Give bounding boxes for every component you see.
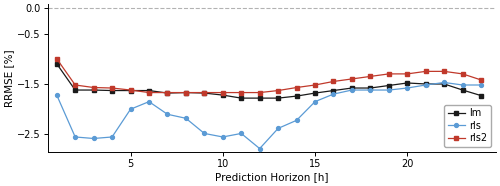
rls2: [349, 78, 355, 80]
lm: [368, 87, 374, 89]
rls2: [146, 92, 152, 94]
rls: [478, 84, 484, 86]
lm: [256, 97, 262, 99]
lm: [220, 94, 226, 96]
rls2: [368, 75, 374, 78]
rls2: [128, 89, 134, 91]
rls2: [460, 73, 466, 75]
rls: [164, 113, 170, 115]
lm: [90, 89, 96, 91]
rls: [146, 100, 152, 103]
lm: [202, 92, 207, 94]
rls: [330, 93, 336, 95]
rls: [202, 132, 207, 134]
rls: [128, 108, 134, 110]
lm: [294, 95, 300, 97]
rls2: [54, 58, 60, 60]
lm: [404, 82, 410, 84]
rls: [90, 137, 96, 140]
rls2: [478, 79, 484, 81]
lm: [312, 92, 318, 94]
lm: [460, 89, 466, 91]
rls2: [330, 80, 336, 83]
lm: [183, 92, 189, 94]
rls2: [202, 92, 207, 94]
rls: [386, 89, 392, 91]
lm: [275, 97, 281, 99]
rls: [294, 119, 300, 121]
lm: [128, 89, 134, 92]
Y-axis label: RRMSE [%]: RRMSE [%]: [4, 49, 14, 107]
rls: [238, 132, 244, 134]
rls2: [386, 73, 392, 75]
rls2: [275, 89, 281, 92]
rls: [312, 100, 318, 103]
rls: [220, 136, 226, 138]
lm: [238, 97, 244, 99]
rls: [275, 127, 281, 129]
lm: [54, 63, 60, 65]
rls2: [72, 84, 78, 86]
Line: lm: lm: [55, 62, 483, 100]
rls: [109, 136, 115, 138]
rls2: [256, 92, 262, 94]
X-axis label: Prediction Horizon [h]: Prediction Horizon [h]: [215, 172, 328, 182]
Legend: lm, rls, rls2: lm, rls, rls2: [444, 105, 491, 147]
lm: [478, 94, 484, 97]
rls: [54, 94, 60, 96]
rls2: [109, 87, 115, 89]
lm: [164, 92, 170, 94]
rls: [72, 136, 78, 138]
rls2: [238, 92, 244, 94]
Line: rls: rls: [55, 81, 483, 150]
rls: [460, 84, 466, 86]
rls2: [90, 86, 96, 89]
rls: [349, 89, 355, 91]
lm: [422, 83, 428, 85]
rls2: [294, 86, 300, 89]
Line: rls2: rls2: [55, 57, 483, 94]
lm: [146, 89, 152, 92]
lm: [72, 89, 78, 91]
rls2: [220, 92, 226, 94]
rls: [368, 89, 374, 91]
rls: [441, 81, 447, 84]
lm: [109, 89, 115, 92]
lm: [441, 83, 447, 85]
rls2: [164, 92, 170, 94]
rls2: [312, 84, 318, 86]
rls2: [183, 92, 189, 94]
lm: [349, 87, 355, 89]
rls2: [422, 70, 428, 73]
rls2: [404, 73, 410, 75]
rls: [404, 87, 410, 89]
rls: [422, 84, 428, 86]
rls: [183, 117, 189, 119]
rls2: [441, 70, 447, 73]
rls: [256, 147, 262, 150]
lm: [330, 89, 336, 92]
lm: [386, 84, 392, 87]
